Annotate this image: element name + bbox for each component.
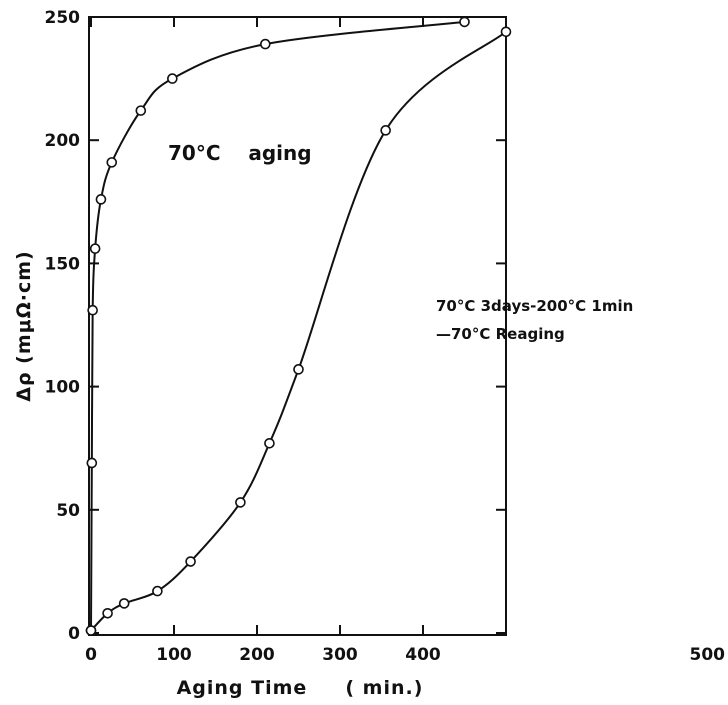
data-point-70c-aging <box>89 243 101 254</box>
data-point-reaging <box>102 607 113 619</box>
series-layer <box>85 16 512 636</box>
x-axis-ticks: 0 100 200 300 400 500 <box>85 17 725 665</box>
y-axis-ticks: 0 50 100 150 200 250 <box>45 8 506 644</box>
data-point-reaging <box>500 26 512 38</box>
data-point-reaging <box>118 598 130 609</box>
y-tick-label: 250 <box>45 8 81 28</box>
x-tick-label: 300 <box>322 645 358 665</box>
x-tick-label: 0 <box>85 645 97 665</box>
data-point-70c-aging <box>459 16 470 28</box>
data-point-70c-aging <box>135 105 147 116</box>
data-point-reaging <box>152 585 163 597</box>
data-point-reaging <box>264 437 275 449</box>
data-point-reaging <box>380 125 391 136</box>
x-tick-label: 100 <box>156 645 192 665</box>
data-point-70c-aging <box>86 457 98 469</box>
data-point-70c-aging <box>106 157 118 168</box>
data-point-70c-aging <box>259 38 271 50</box>
y-tick-label: 200 <box>45 131 81 151</box>
y-tick-label: 0 <box>68 624 80 644</box>
series-line-70c-aging <box>90 20 465 631</box>
annotation-70c-aging: 70°C aging <box>168 141 312 165</box>
x-tick-label: 200 <box>239 645 275 665</box>
data-point-70c-aging <box>87 304 98 316</box>
data-point-reaging <box>235 497 246 508</box>
data-point-reaging <box>85 625 97 636</box>
y-tick-label: 50 <box>56 501 80 521</box>
annotation-reaging-line2: —70°C Reaging <box>436 325 565 343</box>
x-axis-title: Aging Time ( min.) <box>177 677 424 699</box>
annotation-reaging-line1: 70°C 3days-200°C 1min <box>436 297 633 315</box>
y-tick-label: 100 <box>45 378 81 398</box>
y-axis-title: Δρ (mμΩ·cm) <box>13 250 35 402</box>
plot-frame <box>88 16 507 636</box>
data-point-70c-aging <box>95 194 107 205</box>
data-point-reaging <box>185 556 196 567</box>
x-tick-label: 500 <box>690 645 726 665</box>
data-point-70c-aging <box>167 73 178 84</box>
y-tick-label: 150 <box>45 254 81 274</box>
data-point-reaging <box>293 364 304 375</box>
x-tick-label: 400 <box>405 645 441 665</box>
